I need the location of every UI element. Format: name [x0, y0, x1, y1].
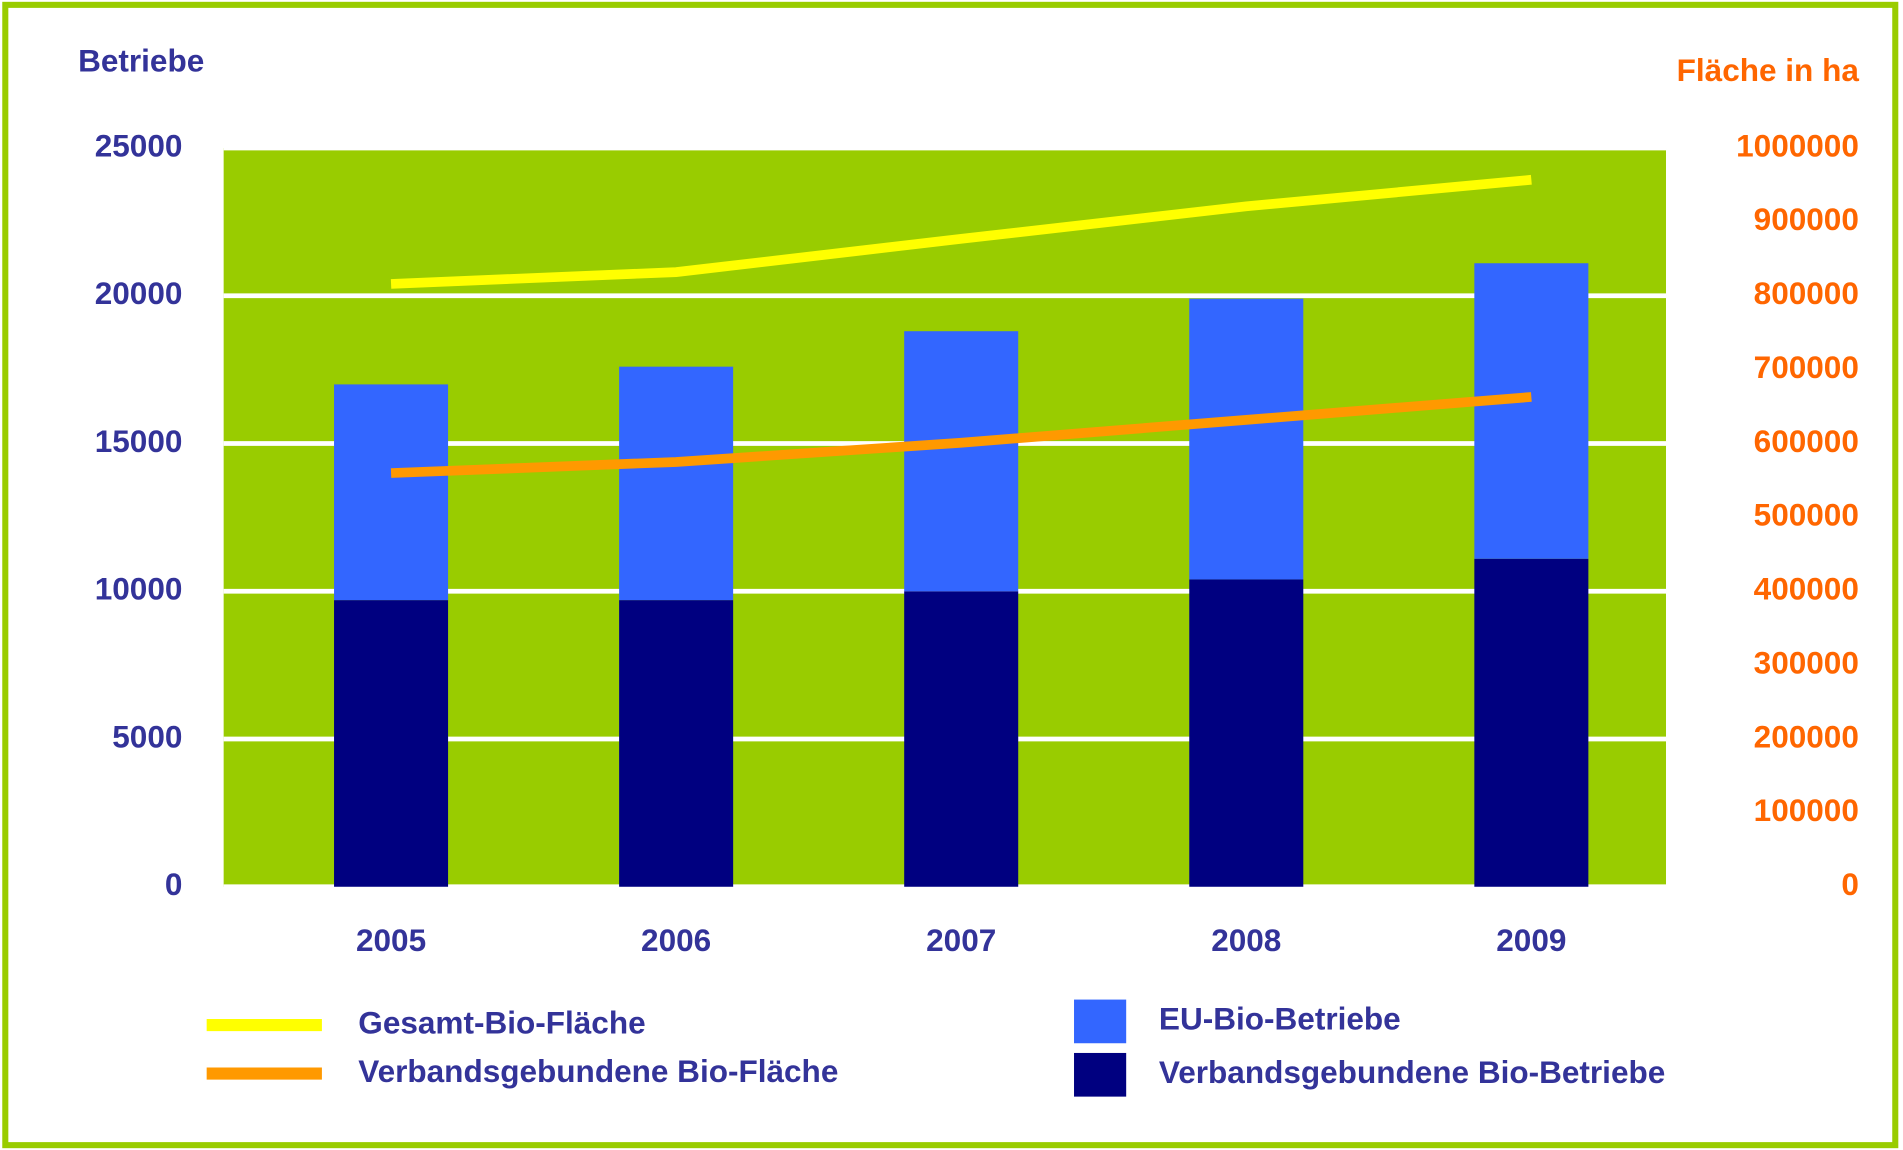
- x-tick-label: 2007: [926, 922, 996, 958]
- legend-label: Gesamt-Bio-Fläche: [358, 1004, 645, 1040]
- x-tick-label: 2008: [1211, 922, 1281, 958]
- legend-label: EU-Bio-Betriebe: [1159, 1001, 1401, 1037]
- y-tick-label: 5000: [112, 718, 182, 754]
- y2-tick-label: 800000: [1754, 275, 1859, 311]
- y-tick-label: 25000: [95, 127, 183, 163]
- y-tick-label: 20000: [95, 275, 183, 311]
- x-tick-label: 2006: [641, 922, 711, 958]
- y-axis-title: Betriebe: [78, 42, 204, 78]
- bar: [1189, 579, 1304, 887]
- y-tick-label: 0: [165, 866, 183, 902]
- line: [390, 174, 1532, 289]
- y2-tick-label: 600000: [1754, 423, 1859, 459]
- x-tick-label: 2009: [1496, 922, 1566, 958]
- y2-tick-label: 0: [1841, 866, 1859, 902]
- legend-label: Verbandsgebundene Bio-Betriebe: [1159, 1054, 1665, 1090]
- bar: [904, 331, 1019, 592]
- legend-label: Verbandsgebundene Bio-Fläche: [358, 1053, 838, 1089]
- y2-tick-label: 1000000: [1736, 127, 1859, 163]
- y2-tick-label: 900000: [1754, 201, 1859, 237]
- y2-tick-label: 200000: [1754, 718, 1859, 754]
- y2-axis-title: Fläche in ha: [1677, 52, 1860, 88]
- bar: [1474, 263, 1589, 559]
- y2-tick-label: 300000: [1754, 644, 1859, 680]
- y2-tick-label: 700000: [1754, 349, 1859, 385]
- legend-swatch: [1074, 999, 1127, 1044]
- y-tick-label: 10000: [95, 571, 183, 607]
- line: [390, 392, 1532, 478]
- y2-tick-label: 100000: [1754, 792, 1859, 828]
- bar: [1189, 298, 1304, 580]
- bar: [619, 600, 734, 887]
- x-tick-label: 2005: [356, 922, 426, 958]
- bar: [904, 591, 1019, 887]
- legend-swatch: [1074, 1052, 1127, 1097]
- y2-tick-label: 400000: [1754, 571, 1859, 607]
- bar: [334, 600, 449, 887]
- bar: [1474, 558, 1589, 887]
- y2-tick-label: 500000: [1754, 497, 1859, 533]
- bar: [334, 384, 449, 601]
- y-tick-label: 15000: [95, 423, 183, 459]
- bar: [619, 366, 734, 601]
